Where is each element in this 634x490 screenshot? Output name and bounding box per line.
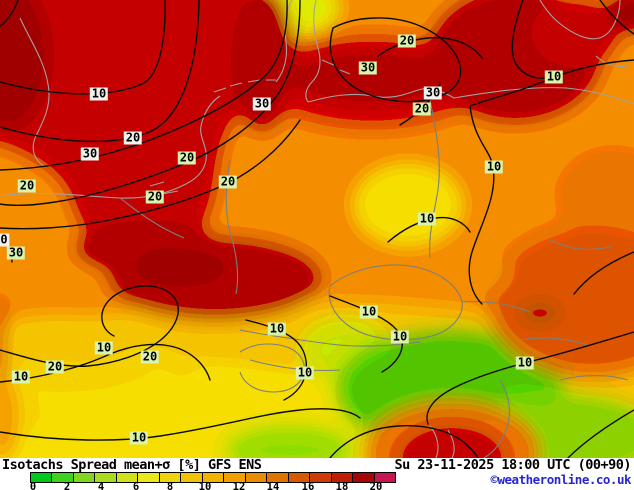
contour-label: 30: [358, 60, 378, 75]
contour-label: 0: [0, 232, 10, 247]
contour-label: 30: [80, 146, 100, 161]
color-scale-cell: [51, 473, 73, 482]
scale-tick: 6: [132, 481, 140, 490]
contour-label: 10: [417, 211, 437, 226]
contour-label: 20: [123, 130, 143, 145]
contour-label: 30: [423, 85, 443, 100]
contour-label: 30: [6, 245, 26, 260]
contour-label: 20: [218, 174, 238, 189]
scale-tick: 10: [198, 481, 212, 490]
legend-bar: Isotachs Spread mean+σ [%] GFS ENS Su 23…: [0, 458, 634, 490]
contour-label: 20: [145, 189, 165, 204]
map-title: Isotachs Spread mean+σ [%] GFS ENS: [2, 457, 262, 473]
color-scale-cell: [266, 473, 288, 482]
color-scale-cell: [330, 473, 353, 482]
forecast-datetime: Su 23-11-2025 18:00 UTC (00+90): [394, 457, 632, 473]
scale-tick: 0: [29, 481, 37, 490]
color-scale-cell: [31, 473, 52, 482]
coastlines: [0, 0, 634, 458]
color-scale-cell: [137, 473, 159, 482]
contour-label: 20: [177, 150, 197, 165]
scale-tick: 2: [63, 481, 71, 490]
contour-label: 10: [89, 86, 109, 101]
scale-tick: 18: [335, 481, 349, 490]
contour-label: 10: [390, 329, 410, 344]
contour-label: 20: [17, 178, 37, 193]
scale-tick: 4: [97, 481, 105, 490]
weather-map-canvas: [0, 0, 634, 458]
scale-tick: 8: [166, 481, 174, 490]
spread-field: [0, 0, 634, 458]
contour-label: 10: [267, 321, 287, 336]
contour-label: 10: [484, 159, 504, 174]
color-scale-cell: [201, 473, 224, 482]
color-scale-cell: [373, 473, 395, 482]
color-scale-cell: [94, 473, 116, 482]
color-scale-cell: [115, 473, 138, 482]
contour-label: 10: [11, 369, 31, 384]
contour-label: 10: [94, 340, 114, 355]
copyright-link[interactable]: ©weatheronline.co.uk: [490, 472, 631, 487]
contour-label: 20: [45, 359, 65, 374]
color-scale-cell: [287, 473, 310, 482]
scale-tick: 14: [266, 481, 280, 490]
contour-label: 20: [397, 33, 417, 48]
contour-label: 10: [359, 304, 379, 319]
color-scale-cell: [244, 473, 267, 482]
contour-lines: [0, 0, 634, 458]
contour-label: 30: [252, 96, 272, 111]
color-scale-cell: [223, 473, 245, 482]
contour-label: 10: [295, 365, 315, 380]
contour-label: 10: [129, 430, 149, 445]
color-scale-cell: [352, 473, 374, 482]
scale-tick: 12: [232, 481, 246, 490]
contour-label: 10: [515, 355, 535, 370]
scale-tick: 16: [301, 481, 315, 490]
contour-label: 10: [544, 69, 564, 84]
weather-map: 10 20 30 30 20 20 20 20 0 30 20 30 30 20…: [0, 0, 634, 458]
color-scale-cell: [72, 473, 95, 482]
color-scale: [30, 472, 396, 483]
color-scale-cell: [309, 473, 331, 482]
contour-label: 20: [412, 101, 432, 116]
color-scale-cell: [180, 473, 202, 482]
color-scale-cell: [158, 473, 181, 482]
contour-label: 20: [140, 349, 160, 364]
scale-tick: 20: [369, 481, 383, 490]
